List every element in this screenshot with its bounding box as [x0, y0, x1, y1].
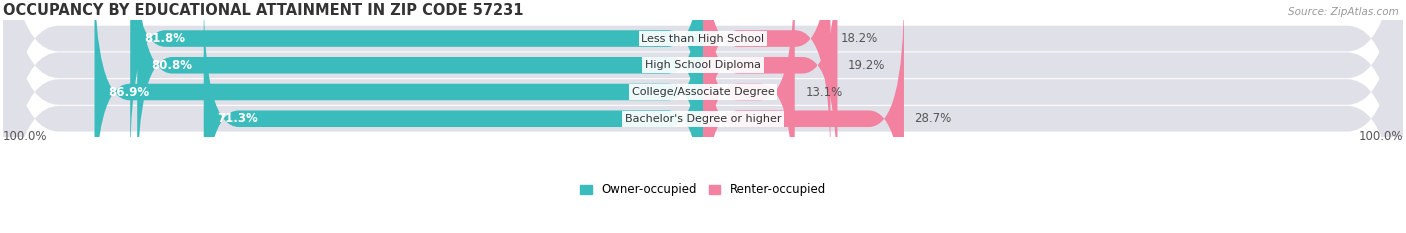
FancyBboxPatch shape	[3, 0, 1403, 233]
FancyBboxPatch shape	[703, 0, 831, 164]
Text: 71.3%: 71.3%	[218, 112, 259, 125]
Text: Source: ZipAtlas.com: Source: ZipAtlas.com	[1288, 7, 1399, 17]
Text: Bachelor's Degree or higher: Bachelor's Degree or higher	[624, 114, 782, 124]
Text: 86.9%: 86.9%	[108, 86, 149, 99]
FancyBboxPatch shape	[3, 0, 1403, 233]
Text: Less than High School: Less than High School	[641, 34, 765, 44]
Text: 18.2%: 18.2%	[841, 32, 879, 45]
Text: High School Diploma: High School Diploma	[645, 60, 761, 70]
FancyBboxPatch shape	[138, 0, 703, 191]
FancyBboxPatch shape	[703, 0, 794, 217]
FancyBboxPatch shape	[94, 0, 703, 217]
FancyBboxPatch shape	[204, 0, 703, 233]
FancyBboxPatch shape	[3, 0, 1403, 233]
Text: 100.0%: 100.0%	[1358, 130, 1403, 143]
Text: 81.8%: 81.8%	[145, 32, 186, 45]
Text: 80.8%: 80.8%	[152, 59, 193, 72]
FancyBboxPatch shape	[131, 0, 703, 164]
FancyBboxPatch shape	[703, 0, 838, 191]
FancyBboxPatch shape	[3, 0, 1403, 233]
Legend: Owner-occupied, Renter-occupied: Owner-occupied, Renter-occupied	[579, 183, 827, 196]
Text: OCCUPANCY BY EDUCATIONAL ATTAINMENT IN ZIP CODE 57231: OCCUPANCY BY EDUCATIONAL ATTAINMENT IN Z…	[3, 3, 523, 18]
Text: 100.0%: 100.0%	[3, 130, 48, 143]
Text: College/Associate Degree: College/Associate Degree	[631, 87, 775, 97]
Text: 13.1%: 13.1%	[806, 86, 842, 99]
Text: 28.7%: 28.7%	[914, 112, 952, 125]
FancyBboxPatch shape	[703, 0, 904, 233]
Text: 19.2%: 19.2%	[848, 59, 886, 72]
